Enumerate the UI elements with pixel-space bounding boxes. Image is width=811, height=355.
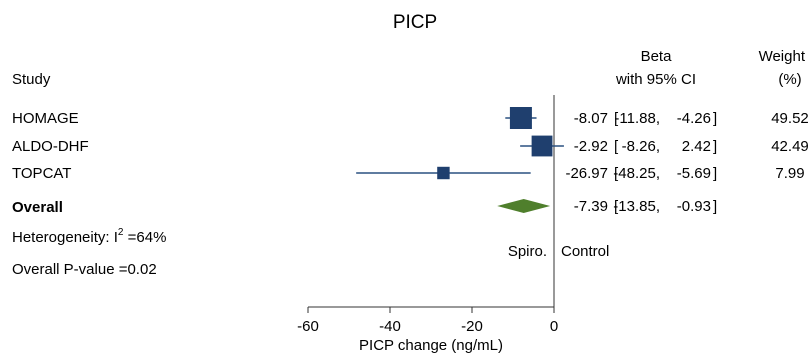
favors-right-label: Control: [561, 243, 609, 260]
overall-ci-upper-value: -0.93: [677, 198, 711, 215]
header-weight-line2: (%): [778, 71, 801, 88]
weight-value: 7.99: [775, 165, 804, 182]
weight-value: 42.49: [771, 138, 809, 155]
overall-p-value: Overall P-value =0.02: [12, 261, 157, 278]
header-weight-line1: Weight: [759, 48, 806, 65]
overall-label: Overall: [12, 199, 63, 216]
ci-lower-value: -8.26,: [622, 138, 660, 155]
header-study: Study: [12, 71, 51, 88]
ci-close-bracket: ]: [713, 110, 717, 127]
effect-marker: [437, 166, 450, 180]
ci-close-bracket: ]: [713, 138, 717, 155]
x-axis-label: PICP change (ng/mL): [359, 337, 503, 354]
x-tick-label: -60: [297, 318, 319, 335]
ci-upper-value: 2.42: [682, 138, 711, 155]
ci-lower-value: -48.25,: [613, 165, 660, 182]
ci-upper-value: -4.26: [677, 110, 711, 127]
ci-open-bracket: [: [614, 165, 619, 182]
overall-ci-lower-value: -13.85,: [613, 198, 660, 215]
overall-diamond: [497, 199, 551, 213]
effect-marker: [531, 135, 553, 157]
weight-value: 49.52: [771, 110, 809, 127]
heterogeneity-prefix: Heterogeneity: I: [12, 229, 118, 246]
ci-lower-value: -11.88,: [614, 110, 660, 127]
chart-title: PICP: [393, 12, 437, 33]
ci-close-bracket: ]: [713, 165, 717, 182]
study-label: HOMAGE: [12, 110, 79, 127]
heterogeneity-text: Heterogeneity: I2 =64%: [12, 227, 166, 246]
x-tick-label: -20: [461, 318, 483, 335]
ci-open-bracket: [: [614, 138, 619, 155]
study-label: TOPCAT: [12, 165, 71, 182]
heterogeneity-value: =64%: [123, 229, 166, 246]
beta-value: -8.07: [574, 110, 608, 127]
beta-value: -26.97: [565, 165, 608, 182]
ci-upper-value: -5.69: [677, 165, 711, 182]
header-beta-line2: with 95% CI: [615, 71, 696, 88]
beta-value: -2.92: [574, 138, 608, 155]
x-tick-label: -40: [379, 318, 401, 335]
ci-close-bracket: ]: [713, 198, 717, 215]
favors-left-label: Spiro.: [508, 243, 547, 260]
ci-open-bracket: [: [614, 198, 619, 215]
header-beta-line1: Beta: [641, 48, 673, 65]
overall-beta-value: -7.39: [574, 198, 608, 215]
ci-open-bracket: [: [614, 110, 619, 127]
effect-marker: [509, 107, 532, 129]
x-tick-label: 0: [550, 318, 558, 335]
heterogeneity-superscript: 2: [118, 227, 124, 238]
study-label: ALDO-DHF: [12, 138, 89, 155]
